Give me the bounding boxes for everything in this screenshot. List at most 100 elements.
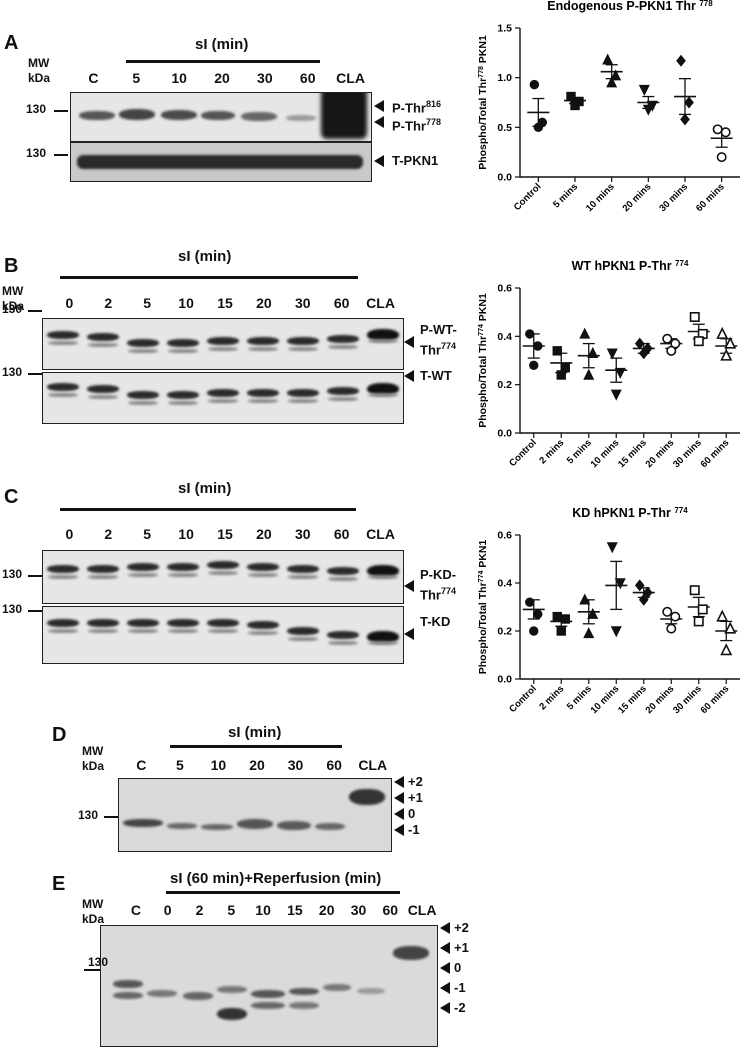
marker-130-e: 130: [88, 955, 109, 969]
data-point: [610, 626, 622, 638]
lane-label: 10: [255, 902, 271, 918]
data-point: [587, 607, 599, 619]
data-point: [666, 623, 677, 634]
lane-label: 0: [65, 526, 74, 542]
y-tick-label: 0.4: [497, 578, 512, 590]
blot-b-phospho: [42, 318, 404, 370]
lane-label: 20: [214, 70, 230, 86]
lane-label: 5: [143, 295, 152, 311]
side-label-twt: T-WT: [420, 368, 452, 383]
arrow-icon: [374, 155, 384, 167]
y-tick-label: 1.5: [497, 23, 512, 35]
shift-label: +1: [408, 790, 423, 805]
mw-label-b: MW kDa: [2, 284, 24, 314]
lane-label: C: [88, 70, 99, 86]
marker-130-c2: 130: [2, 602, 23, 616]
y-tick-label: 0.5: [497, 122, 512, 134]
arrow-icon: [374, 116, 384, 128]
y-axis-label: Phospho/Total Thr778 PKN1: [477, 35, 489, 170]
y-tick-label: 0.2: [497, 626, 512, 638]
marker-tick-e: [84, 969, 100, 971]
panel-label-d: D: [52, 724, 67, 746]
data-point: [560, 614, 570, 624]
condition-label-a: sI (min): [195, 36, 249, 53]
side-label-pkd: P-KD- Thr774: [420, 567, 456, 603]
y-axis-label: Phospho/Total Thr774 PKN1: [477, 540, 489, 675]
side-label-text: P-Thr: [392, 100, 426, 116]
lane-label: 60: [333, 295, 350, 311]
lane-label: 10: [171, 70, 187, 86]
data-point: [689, 585, 700, 596]
panel-label-c: C: [4, 486, 19, 508]
lane-label: 10: [178, 295, 194, 311]
x-tick-label: 60 mins: [694, 181, 727, 214]
data-point: [662, 333, 673, 344]
mw-text: MW: [28, 56, 50, 70]
data-point: [579, 593, 591, 605]
data-point: [670, 338, 681, 349]
arrow-icon: [404, 336, 414, 348]
lane-label: 0: [65, 295, 74, 311]
arrow-icon: [440, 1002, 450, 1014]
lane-label: CLA: [366, 295, 395, 311]
x-tick-label: 10 mins: [589, 683, 622, 716]
arrow-icon: [374, 100, 384, 112]
y-tick-label: 0.2: [497, 379, 512, 391]
x-tick-label: 15 mins: [616, 437, 649, 470]
condition-label-e: sI (60 min)+Reperfusion (min): [170, 870, 382, 887]
x-tick-label: 10 mins: [589, 437, 622, 470]
data-point: [533, 609, 543, 619]
side-label-pwt: P-WT- Thr774: [420, 322, 457, 358]
data-point: [552, 346, 562, 356]
x-tick-label: 20 mins: [644, 683, 677, 716]
data-point: [720, 348, 733, 361]
y-axis-label: Phospho/Total Thr774 PKN1: [477, 293, 489, 428]
condition-bar-a: [126, 60, 320, 63]
data-point: [642, 104, 654, 116]
x-tick-label: 10 mins: [584, 181, 617, 214]
arrow-icon: [394, 792, 404, 804]
blot-a-total: [70, 142, 372, 182]
arrow-icon: [404, 370, 414, 382]
blot-b-total: [42, 372, 404, 424]
mw-label-d: MW kDa: [82, 744, 104, 774]
lane-label: 30: [257, 70, 273, 86]
lane-label: 30: [287, 757, 304, 773]
condition-bar-e: [166, 891, 400, 894]
data-point: [634, 579, 645, 592]
data-point: [533, 341, 543, 351]
lane-label: 30: [350, 902, 367, 918]
data-point: [716, 609, 729, 622]
arrow-icon: [394, 808, 404, 820]
data-point: [610, 389, 622, 401]
marker-tick-d: [104, 816, 118, 818]
data-point: [716, 152, 727, 163]
data-point: [614, 578, 626, 590]
condition-bar-c: [60, 508, 356, 511]
shift-label: 0: [408, 806, 416, 821]
data-point: [606, 348, 618, 360]
side-label-pthr778: P-Thr778: [392, 114, 441, 134]
condition-label-d: sI (min): [228, 724, 282, 741]
lane-label: C: [130, 902, 141, 918]
lane-label: 2: [195, 902, 204, 918]
shift-label: +2: [408, 774, 423, 789]
y-tick-label: 0.6: [497, 283, 512, 295]
lane-label: 2: [104, 526, 113, 542]
data-point: [638, 84, 650, 96]
data-point: [556, 370, 566, 380]
x-tick-label: 20 mins: [621, 181, 654, 214]
data-point: [587, 346, 599, 358]
side-label-text: P-WT-: [420, 322, 457, 337]
y-tick-label: 1.0: [497, 72, 512, 84]
side-label-tpkn1: T-PKN1: [392, 153, 439, 168]
marker-130-b1: 130: [2, 302, 23, 316]
lane-label: 10: [210, 757, 227, 773]
data-point: [606, 76, 618, 88]
y-tick-label: 0.0: [497, 428, 512, 440]
scatter-chart-wt: WT hPKN1 P-Thr 774 Phospho/Total Thr774 P…: [477, 259, 740, 470]
data-point: [712, 124, 723, 135]
data-point: [666, 345, 677, 356]
lane-label: 20: [256, 295, 272, 311]
arrow-icon: [394, 824, 404, 836]
